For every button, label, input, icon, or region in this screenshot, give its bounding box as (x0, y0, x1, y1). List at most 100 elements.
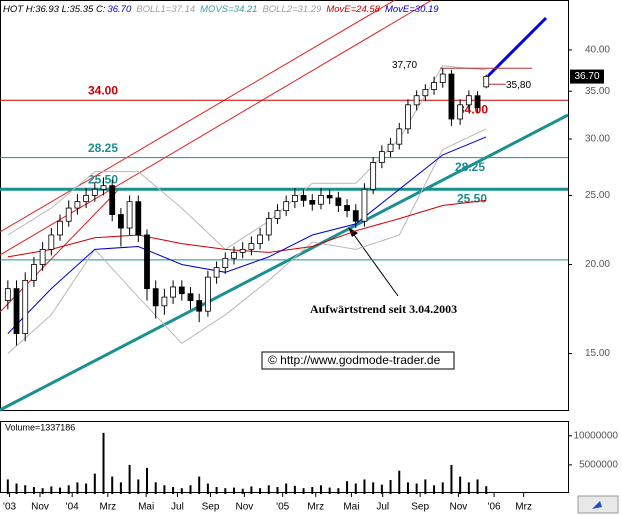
candle-body (326, 195, 333, 199)
volume-bar (59, 487, 62, 494)
volume-bar (232, 487, 235, 494)
volume-bar (215, 487, 218, 494)
candle-body (387, 143, 394, 153)
y-tick-label: 40.00 (585, 45, 610, 56)
x-tick-label: Mai (343, 502, 359, 513)
header: HOT H:36.93 L:35.35 C: 36.70 BOLL1=37.14 MO… (3, 4, 439, 15)
candle-body (213, 267, 220, 278)
header-item: BOLL1=37.14 (136, 4, 195, 15)
candle-body (4, 288, 11, 301)
volume-bar (32, 487, 35, 494)
candle-body (378, 151, 385, 163)
x-tick-label: '05 (276, 502, 289, 513)
toolbar-icon (592, 501, 602, 509)
candle-body (196, 300, 203, 312)
volume-bar (172, 487, 175, 494)
candle-body (257, 234, 263, 244)
candle-body (439, 73, 446, 83)
level-label: 28.25 (455, 160, 485, 174)
volume-bar (15, 483, 18, 494)
y-tick-label: 15.00 (585, 348, 610, 359)
volume-bar (163, 485, 166, 494)
y-tick-label: 35.00 (585, 86, 610, 97)
candle-body (309, 200, 316, 205)
volume-bar (389, 480, 392, 494)
volume-bar (406, 482, 409, 494)
candle-body (65, 207, 72, 222)
volume-bar (337, 488, 340, 494)
volume-bar (459, 476, 462, 494)
candle-body (161, 296, 168, 307)
level-label: 34.00 (88, 83, 118, 97)
x-tick-label: '06 (488, 502, 501, 513)
x-tick-label: Nov (450, 502, 468, 513)
volume-bar (146, 467, 149, 494)
volume-bar (154, 482, 157, 494)
price-panel (0, 0, 569, 411)
header-item: MovE=24.58 (326, 4, 380, 15)
projection-arrow (486, 16, 548, 78)
candle-body (483, 76, 490, 88)
candle-body (109, 185, 116, 215)
candle-body (135, 201, 142, 236)
volume-bar (485, 486, 488, 494)
volume-bar (137, 479, 140, 494)
candle-body (74, 201, 81, 209)
x-tick-label: Nov (236, 502, 254, 513)
volume-bar (267, 485, 270, 494)
x-tick-label: Sep (411, 502, 429, 513)
level-label: 34.00 (458, 102, 488, 116)
candle-body (126, 201, 133, 229)
volume-bar (276, 487, 279, 494)
candle-body (100, 185, 107, 190)
candle-body (457, 104, 464, 120)
volume-tick-label: 5000000 (579, 460, 618, 471)
volume-bar (128, 464, 131, 494)
volume-bar (198, 476, 201, 494)
candle-body (291, 195, 298, 203)
volume-bar (41, 488, 44, 494)
volume-bar (180, 488, 183, 494)
candle-body (144, 234, 150, 290)
x-tick-label: Mrz (307, 502, 324, 513)
x-tick-label: Mrz (515, 502, 532, 513)
candle-body (91, 188, 98, 196)
volume-bar (76, 482, 79, 494)
volume-bar (111, 476, 114, 494)
volume-bar (285, 483, 288, 494)
volume-bar (259, 488, 262, 494)
candle-body (48, 234, 55, 250)
candle-body (31, 264, 37, 281)
candle-body (187, 293, 194, 301)
last-price-label: 36.70 (574, 71, 599, 82)
channel-line (0, 0, 396, 233)
volume-bar (24, 485, 27, 494)
header-item: HOT H:36.93 L:35.35 C: (3, 4, 106, 15)
volume-bar (424, 479, 427, 494)
candle-body (396, 128, 403, 145)
indicator-line (7, 128, 487, 354)
annotation-arrow (351, 231, 399, 297)
volume-bar (441, 482, 444, 494)
volume-bar (50, 486, 53, 494)
y-tick-label: 25.00 (585, 190, 610, 201)
volume-bar (319, 485, 322, 494)
volume-bar (189, 485, 192, 494)
y-tick-label: 20.00 (585, 259, 610, 270)
x-tick-label: '04 (66, 502, 79, 513)
x-tick-label: Sep (202, 502, 220, 513)
candle-body (431, 82, 437, 90)
candle-body (300, 195, 307, 201)
volume-bar (241, 488, 244, 494)
candle-body (239, 248, 246, 253)
volume-bar (467, 482, 470, 494)
candle-body (283, 201, 290, 212)
resistance-label: 35,80 (506, 80, 531, 91)
candle-body (361, 188, 368, 222)
candle-body (318, 195, 324, 205)
candle-body (152, 288, 159, 307)
candle-body (248, 243, 255, 250)
candle-body (178, 286, 185, 295)
candle-body (204, 276, 211, 312)
